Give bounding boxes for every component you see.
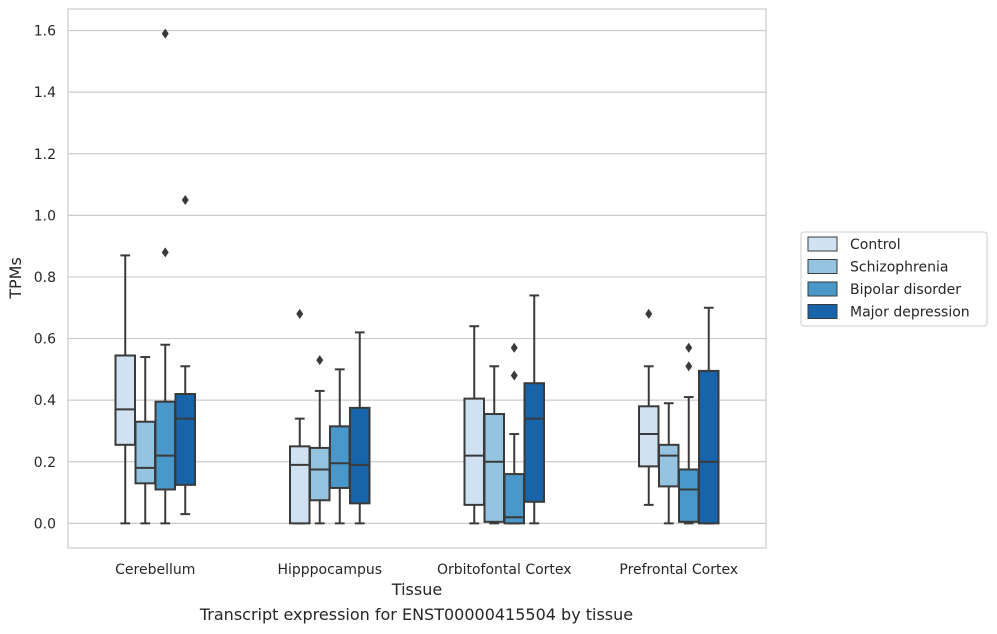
boxplot-chart: 0.0 0.2 0.4 0.6 0.8 1.0 1.2 1.4 1.6 Cerebellum Hi… [6, 8, 988, 599]
x-tick-label: Orbitofontal Cortex [437, 562, 572, 578]
y-tick-label: 0.4 [34, 393, 56, 409]
box-body [483, 413, 505, 523]
y-tick-label: 0.6 [34, 332, 56, 348]
x-tick-label: Cerebellum [115, 562, 195, 578]
outlier-point [685, 361, 693, 372]
box [134, 356, 156, 525]
box-body [698, 369, 720, 525]
outlier-point [510, 342, 518, 353]
outlier-point [510, 370, 518, 381]
x-tick-labels: Cerebellum Hipppocampus Orbitofontal Corte… [115, 562, 738, 578]
box [289, 308, 311, 525]
box-body [114, 354, 136, 446]
box [154, 28, 176, 525]
box [114, 254, 136, 525]
box [174, 194, 196, 516]
legend-label: Schizophrenia [850, 260, 948, 276]
y-axis-label: TPMs [6, 257, 25, 300]
y-tick-label: 0.2 [34, 455, 56, 471]
outlier-point [161, 247, 169, 258]
x-tick-label: Prefrontal Cortex [619, 562, 738, 578]
outlier-point [645, 308, 653, 319]
legend-item: Control [807, 236, 901, 253]
box-body [503, 473, 525, 525]
box-body [289, 445, 311, 525]
legend-label: Control [850, 237, 901, 253]
box-body [154, 400, 176, 491]
legend-item: Schizophrenia [807, 259, 948, 276]
figure-caption: Transcript expression for ENST0000041550… [199, 605, 634, 624]
box [349, 331, 371, 525]
box-body [523, 382, 545, 503]
box-body [329, 425, 351, 489]
plot-frame [67, 8, 767, 549]
x-axis-label: Tissue [391, 580, 442, 599]
box-body [463, 397, 485, 506]
legend: Control Schizophrenia Bipolar disorder Majo… [800, 231, 988, 327]
box-body [309, 446, 331, 502]
legend-swatch [807, 304, 838, 319]
box [678, 342, 700, 525]
outlier-point [685, 342, 693, 353]
box [523, 294, 545, 525]
box [503, 342, 525, 525]
legend-swatch [807, 281, 838, 297]
box-body [134, 420, 156, 485]
series-bipolar-disorder [154, 28, 700, 525]
outlier-point [181, 194, 189, 205]
series-major-depression [174, 194, 720, 525]
legend-item: Bipolar disorder [807, 281, 961, 298]
legend-label: Major depression [850, 305, 970, 321]
box-body [658, 443, 680, 488]
legend-frame [800, 231, 988, 327]
y-tick-label: 0.8 [34, 270, 56, 286]
y-tick-labels: 0.0 0.2 0.4 0.6 0.8 1.0 1.2 1.4 1.6 [34, 24, 56, 533]
outlier-point [161, 28, 169, 39]
box [329, 368, 351, 525]
box [638, 308, 660, 506]
y-tick-label: 0.0 [34, 516, 56, 532]
y-tick-label: 1.4 [34, 85, 56, 101]
y-tick-label: 1.0 [34, 208, 56, 224]
box-body [638, 405, 660, 468]
legend-swatch [807, 259, 838, 274]
box-body [174, 393, 196, 486]
box [309, 355, 331, 525]
series-control [114, 254, 660, 525]
box-body [678, 468, 700, 523]
outlier-point [296, 308, 304, 319]
y-tick-label: 1.6 [34, 24, 56, 40]
box-body [349, 406, 371, 505]
box-series [114, 28, 720, 525]
series-schizophrenia [134, 355, 680, 525]
box [658, 402, 680, 525]
y-tick-label: 1.2 [34, 147, 56, 163]
legend-label: Bipolar disorder [850, 282, 961, 298]
legend-swatch [807, 236, 838, 252]
x-tick-label: Hipppocampus [277, 562, 382, 578]
box [483, 365, 505, 525]
box [698, 306, 720, 525]
outlier-point [316, 355, 324, 366]
box [463, 325, 485, 525]
legend-item: Major depression [807, 304, 970, 321]
